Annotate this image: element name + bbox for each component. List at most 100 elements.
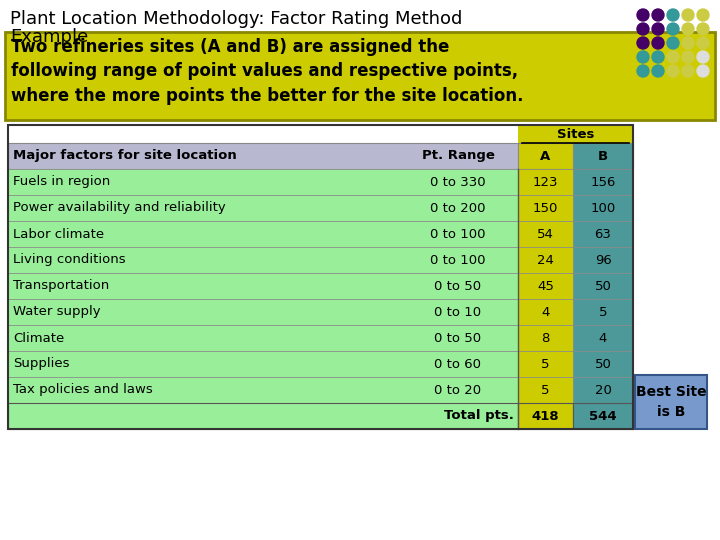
Text: 0 to 60: 0 to 60	[434, 357, 482, 370]
Text: 96: 96	[595, 253, 611, 267]
Text: 0 to 330: 0 to 330	[430, 176, 486, 188]
FancyBboxPatch shape	[5, 32, 715, 120]
Text: Plant Location Methodology: Factor Rating Method: Plant Location Methodology: Factor Ratin…	[10, 10, 462, 28]
Bar	[8, 125, 633, 429]
FancyBboxPatch shape	[573, 351, 633, 377]
FancyBboxPatch shape	[8, 247, 518, 273]
FancyBboxPatch shape	[635, 375, 707, 429]
FancyBboxPatch shape	[8, 403, 518, 429]
Text: A: A	[541, 150, 551, 163]
Text: Transportation: Transportation	[13, 280, 109, 293]
Circle shape	[667, 23, 679, 35]
Text: 0 to 50: 0 to 50	[434, 332, 482, 345]
FancyBboxPatch shape	[8, 169, 518, 195]
FancyBboxPatch shape	[573, 247, 633, 273]
FancyBboxPatch shape	[518, 403, 573, 429]
FancyBboxPatch shape	[8, 325, 518, 351]
FancyBboxPatch shape	[573, 221, 633, 247]
Text: 54: 54	[537, 227, 554, 240]
Circle shape	[637, 23, 649, 35]
Text: 0 to 10: 0 to 10	[434, 306, 482, 319]
Text: 63: 63	[595, 227, 611, 240]
FancyBboxPatch shape	[518, 273, 573, 299]
Text: 5: 5	[541, 383, 550, 396]
Text: 0 to 100: 0 to 100	[431, 253, 486, 267]
Text: B: B	[598, 150, 608, 163]
Circle shape	[637, 37, 649, 49]
Circle shape	[652, 65, 664, 77]
FancyBboxPatch shape	[573, 325, 633, 351]
FancyBboxPatch shape	[518, 221, 573, 247]
FancyBboxPatch shape	[518, 377, 573, 403]
FancyBboxPatch shape	[518, 125, 633, 143]
Text: 123: 123	[533, 176, 558, 188]
Text: 5: 5	[541, 357, 550, 370]
Circle shape	[637, 65, 649, 77]
Text: Best Site
is B: Best Site is B	[636, 385, 706, 418]
Circle shape	[637, 9, 649, 21]
Circle shape	[697, 9, 709, 21]
Circle shape	[682, 9, 694, 21]
FancyBboxPatch shape	[573, 273, 633, 299]
FancyBboxPatch shape	[8, 377, 518, 403]
FancyBboxPatch shape	[518, 169, 573, 195]
Text: Major factors for site location: Major factors for site location	[13, 150, 237, 163]
FancyBboxPatch shape	[573, 299, 633, 325]
Text: Labor climate: Labor climate	[13, 227, 104, 240]
Text: 4: 4	[541, 306, 549, 319]
Text: 0 to 100: 0 to 100	[431, 227, 486, 240]
Text: 4: 4	[599, 332, 607, 345]
Text: Pt. Range: Pt. Range	[422, 150, 495, 163]
FancyBboxPatch shape	[573, 195, 633, 221]
Text: Power availability and reliability: Power availability and reliability	[13, 201, 226, 214]
Circle shape	[652, 51, 664, 63]
Text: 50: 50	[595, 357, 611, 370]
FancyBboxPatch shape	[518, 247, 573, 273]
FancyBboxPatch shape	[518, 143, 573, 169]
Text: Fuels in region: Fuels in region	[13, 176, 110, 188]
Text: 544: 544	[589, 409, 617, 422]
Circle shape	[682, 23, 694, 35]
Text: 24: 24	[537, 253, 554, 267]
Circle shape	[667, 51, 679, 63]
Circle shape	[697, 51, 709, 63]
FancyBboxPatch shape	[518, 195, 573, 221]
FancyBboxPatch shape	[8, 299, 518, 325]
Text: Example: Example	[10, 28, 89, 46]
Circle shape	[697, 23, 709, 35]
FancyBboxPatch shape	[573, 169, 633, 195]
Circle shape	[697, 37, 709, 49]
Text: 418: 418	[531, 409, 559, 422]
FancyBboxPatch shape	[8, 195, 518, 221]
Circle shape	[637, 51, 649, 63]
Text: 100: 100	[590, 201, 616, 214]
Circle shape	[652, 37, 664, 49]
Circle shape	[682, 65, 694, 77]
Circle shape	[652, 9, 664, 21]
Text: Two refineries sites (A and B) are assigned the
following range of point values : Two refineries sites (A and B) are assig…	[11, 38, 523, 105]
FancyBboxPatch shape	[573, 377, 633, 403]
FancyBboxPatch shape	[8, 221, 518, 247]
FancyBboxPatch shape	[573, 403, 633, 429]
Circle shape	[667, 37, 679, 49]
Text: Living conditions: Living conditions	[13, 253, 125, 267]
Text: 0 to 200: 0 to 200	[431, 201, 486, 214]
Circle shape	[667, 65, 679, 77]
Text: 45: 45	[537, 280, 554, 293]
Text: Climate: Climate	[13, 332, 64, 345]
Circle shape	[682, 37, 694, 49]
Text: 0 to 50: 0 to 50	[434, 280, 482, 293]
Text: Tax policies and laws: Tax policies and laws	[13, 383, 153, 396]
Circle shape	[652, 23, 664, 35]
FancyBboxPatch shape	[8, 143, 518, 169]
Text: Sites: Sites	[557, 128, 594, 141]
Text: 20: 20	[595, 383, 611, 396]
FancyBboxPatch shape	[518, 299, 573, 325]
Text: 5: 5	[599, 306, 607, 319]
FancyBboxPatch shape	[8, 351, 518, 377]
FancyBboxPatch shape	[573, 143, 633, 169]
Text: Supplies: Supplies	[13, 357, 70, 370]
Text: 8: 8	[541, 332, 549, 345]
Circle shape	[667, 9, 679, 21]
Text: Total pts.: Total pts.	[444, 409, 514, 422]
